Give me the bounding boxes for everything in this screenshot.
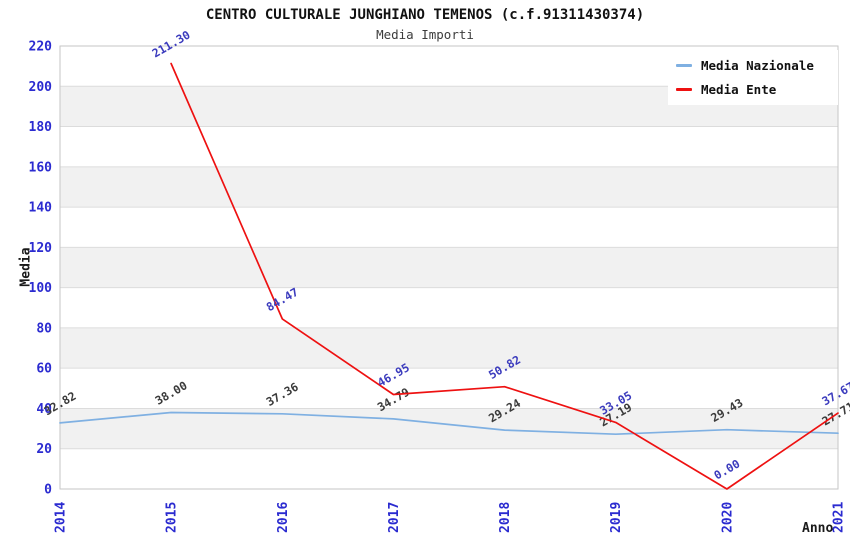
point-label-media-nazionale: 37.36 <box>264 380 301 409</box>
x-tick-label: 2018 <box>498 502 513 533</box>
x-tick-label: 2016 <box>276 502 291 533</box>
plot-band <box>60 166 838 208</box>
y-tick-label: 0 <box>44 483 52 498</box>
series-line-media-ente <box>170 62 839 490</box>
y-tick-label: 200 <box>29 80 53 95</box>
y-tick-label: 120 <box>29 241 53 256</box>
y-tick-label: 220 <box>29 40 53 55</box>
y-tick-label: 80 <box>36 321 52 336</box>
legend-marker-media-ente <box>676 87 692 91</box>
x-tick-label: 2014 <box>54 502 69 533</box>
x-tick-label: 2019 <box>609 502 624 533</box>
plot-border <box>59 45 839 490</box>
y-tick-label: 100 <box>29 281 53 296</box>
legend-marker-media-nazionale <box>676 64 692 68</box>
point-label-media-nazionale: 38.00 <box>153 378 190 407</box>
chart-subtitle: Media Importi <box>376 27 474 42</box>
x-axis-title: Anno <box>802 521 834 536</box>
legend-item-media-ente: Media Ente <box>676 82 838 97</box>
point-label-media-ente: 211.30 <box>150 28 193 61</box>
plot-band <box>60 327 838 369</box>
y-tick-label: 160 <box>29 160 53 175</box>
x-tick-label: 2020 <box>720 502 735 533</box>
y-axis-title: Media <box>18 247 34 287</box>
y-tick-label: 20 <box>36 442 52 457</box>
legend-label: Media Ente <box>701 81 777 97</box>
plot-band <box>60 408 838 449</box>
legend-item-media-nazionale: Media Nazionale <box>676 58 838 73</box>
series-line-media-nazionale <box>59 411 839 436</box>
y-tick-label: 180 <box>29 120 53 135</box>
plot-band <box>60 247 838 288</box>
y-tick-label: 140 <box>29 201 53 216</box>
x-tick-label: 2015 <box>165 502 180 533</box>
legend-label: Media Nazionale <box>701 58 814 74</box>
point-label-media-ente: 0.00 <box>711 457 742 483</box>
chart-title: CENTRO CULTURALE JUNGHIANO TEMENOS (c.f.… <box>205 7 645 23</box>
y-tick-label: 40 <box>36 402 52 417</box>
x-tick-label: 2021 <box>832 502 847 533</box>
y-tick-label: 60 <box>36 362 52 377</box>
x-tick-label: 2017 <box>387 502 402 533</box>
legend: Media Nazionale Media Ente <box>668 50 838 105</box>
